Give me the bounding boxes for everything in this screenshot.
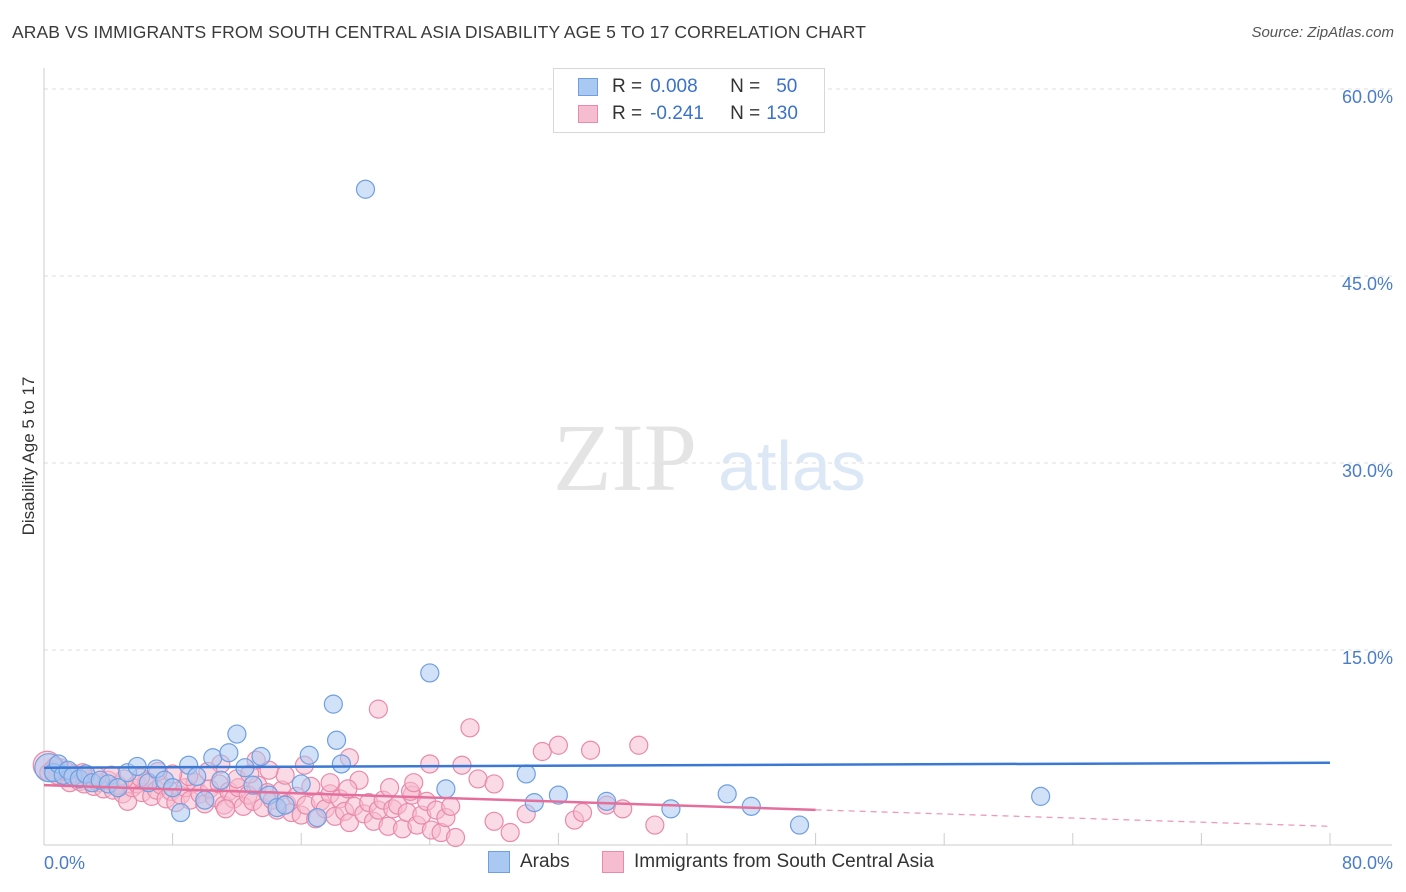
gridlines [44,88,1392,651]
source-label: Source: ZipAtlas.com [1251,24,1394,41]
x-tick-label: 80.0% [1342,853,1393,873]
series-legend-arabs[interactable]: Arabs [488,851,570,873]
data-point-arabs [597,791,617,811]
data-point-immigrants [572,802,593,823]
data-point-arabs [251,746,271,767]
series-legend-immigrants[interactable]: Immigrants from South Central Asia [602,851,934,873]
x-tick-label: 0.0% [44,853,85,873]
data-point-arabs [355,179,376,199]
data-point-arabs [436,779,456,799]
data-point-immigrants [445,827,466,848]
data-point-immigrants [320,773,340,793]
data-point-arabs [211,770,231,790]
data-point-arabs [548,785,569,805]
data-point-arabs [227,724,247,744]
data-point-arabs [524,793,544,813]
data-point-arabs [243,775,263,795]
data-point-immigrants [460,718,480,738]
data-point-immigrants [420,754,440,774]
legend-r-label: R = [612,76,643,97]
trend-line-immigrants-extension [815,809,1331,827]
data-point-arabs [219,743,239,763]
data-point-arabs [187,766,207,787]
data-point-immigrants [548,735,569,755]
legend-row-immigrants: R = -0.241 N = 130 [578,102,798,126]
data-points [32,179,1051,848]
legend-row-arabs: R = 0.008 N = 50 [578,75,797,99]
data-point-arabs [717,784,737,804]
data-point-immigrants [275,765,295,785]
legend-r-value-arabs: 0.008 [650,76,698,97]
data-point-arabs [1031,786,1051,806]
trend-line-immigrants [43,783,816,812]
legend-swatch-arabs [578,78,598,96]
data-point-immigrants [629,735,649,755]
legend-n-label: N = [730,103,761,124]
series-legend: Arabs Immigrants from South Central Asia [0,851,1406,879]
data-point-arabs [195,790,215,810]
y-tick-label: 60.0% [1342,87,1393,107]
y-axis-label: Disability Age 5 to 17 [19,377,38,536]
watermark: ZIP atlas [553,404,866,511]
legend-n-value-arabs: 50 [776,76,798,97]
watermark-zip: ZIP [553,404,697,511]
data-point-immigrants [441,796,461,816]
data-point-arabs [291,774,311,794]
tick-labels: 15.0% 30.0% 45.0% 60.0% 0.0% 80.0% [44,87,1393,873]
trend-line-arabs [43,761,1331,769]
data-point-arabs [323,694,343,714]
data-point-immigrants [580,740,601,760]
legend-n-value-immigrants: 130 [766,103,798,124]
data-point-arabs [420,663,440,683]
data-point-arabs [275,795,295,815]
data-point-arabs [661,799,681,819]
data-point-immigrants [484,774,504,794]
data-point-immigrants [404,773,424,793]
data-point-immigrants [484,811,504,831]
legend-r-label: R = [612,103,643,124]
data-point-immigrants [532,741,552,762]
data-point-arabs [789,815,810,835]
legend-r-value-immigrants: -0.241 [650,103,704,124]
y-tick-label: 45.0% [1342,274,1393,294]
series-swatch-arabs [488,851,510,873]
data-point-immigrants [500,822,520,843]
data-point-immigrants [368,699,388,719]
stats-legend: R = 0.008 N = 50 R = -0.241 N = 130 [553,68,825,133]
chart-title: ARAB VS IMMIGRANTS FROM SOUTH CENTRAL AS… [12,22,866,42]
data-point-arabs [171,802,191,823]
y-tick-label: 30.0% [1342,461,1393,481]
legend-swatch-immigrants [578,105,598,123]
data-point-arabs [163,778,183,798]
series-swatch-immigrants [602,851,624,873]
data-point-immigrants [468,769,488,789]
watermark-atlas: atlas [718,427,866,505]
y-tick-label: 15.0% [1342,648,1393,668]
legend-n-label: N = [730,76,761,97]
data-point-arabs [326,730,347,750]
series-label-arabs: Arabs [520,851,570,872]
data-point-arabs [203,748,223,768]
series-label-immigrants: Immigrants from South Central Asia [634,851,934,872]
data-point-immigrants [338,779,358,799]
data-point-immigrants [380,778,400,798]
data-point-arabs [331,754,351,774]
trend-lines [43,761,1331,827]
data-point-immigrants [645,815,665,835]
data-point-immigrants [216,799,236,819]
data-point-arabs [307,807,327,828]
data-point-arabs [299,745,319,765]
data-point-arabs [516,764,536,784]
